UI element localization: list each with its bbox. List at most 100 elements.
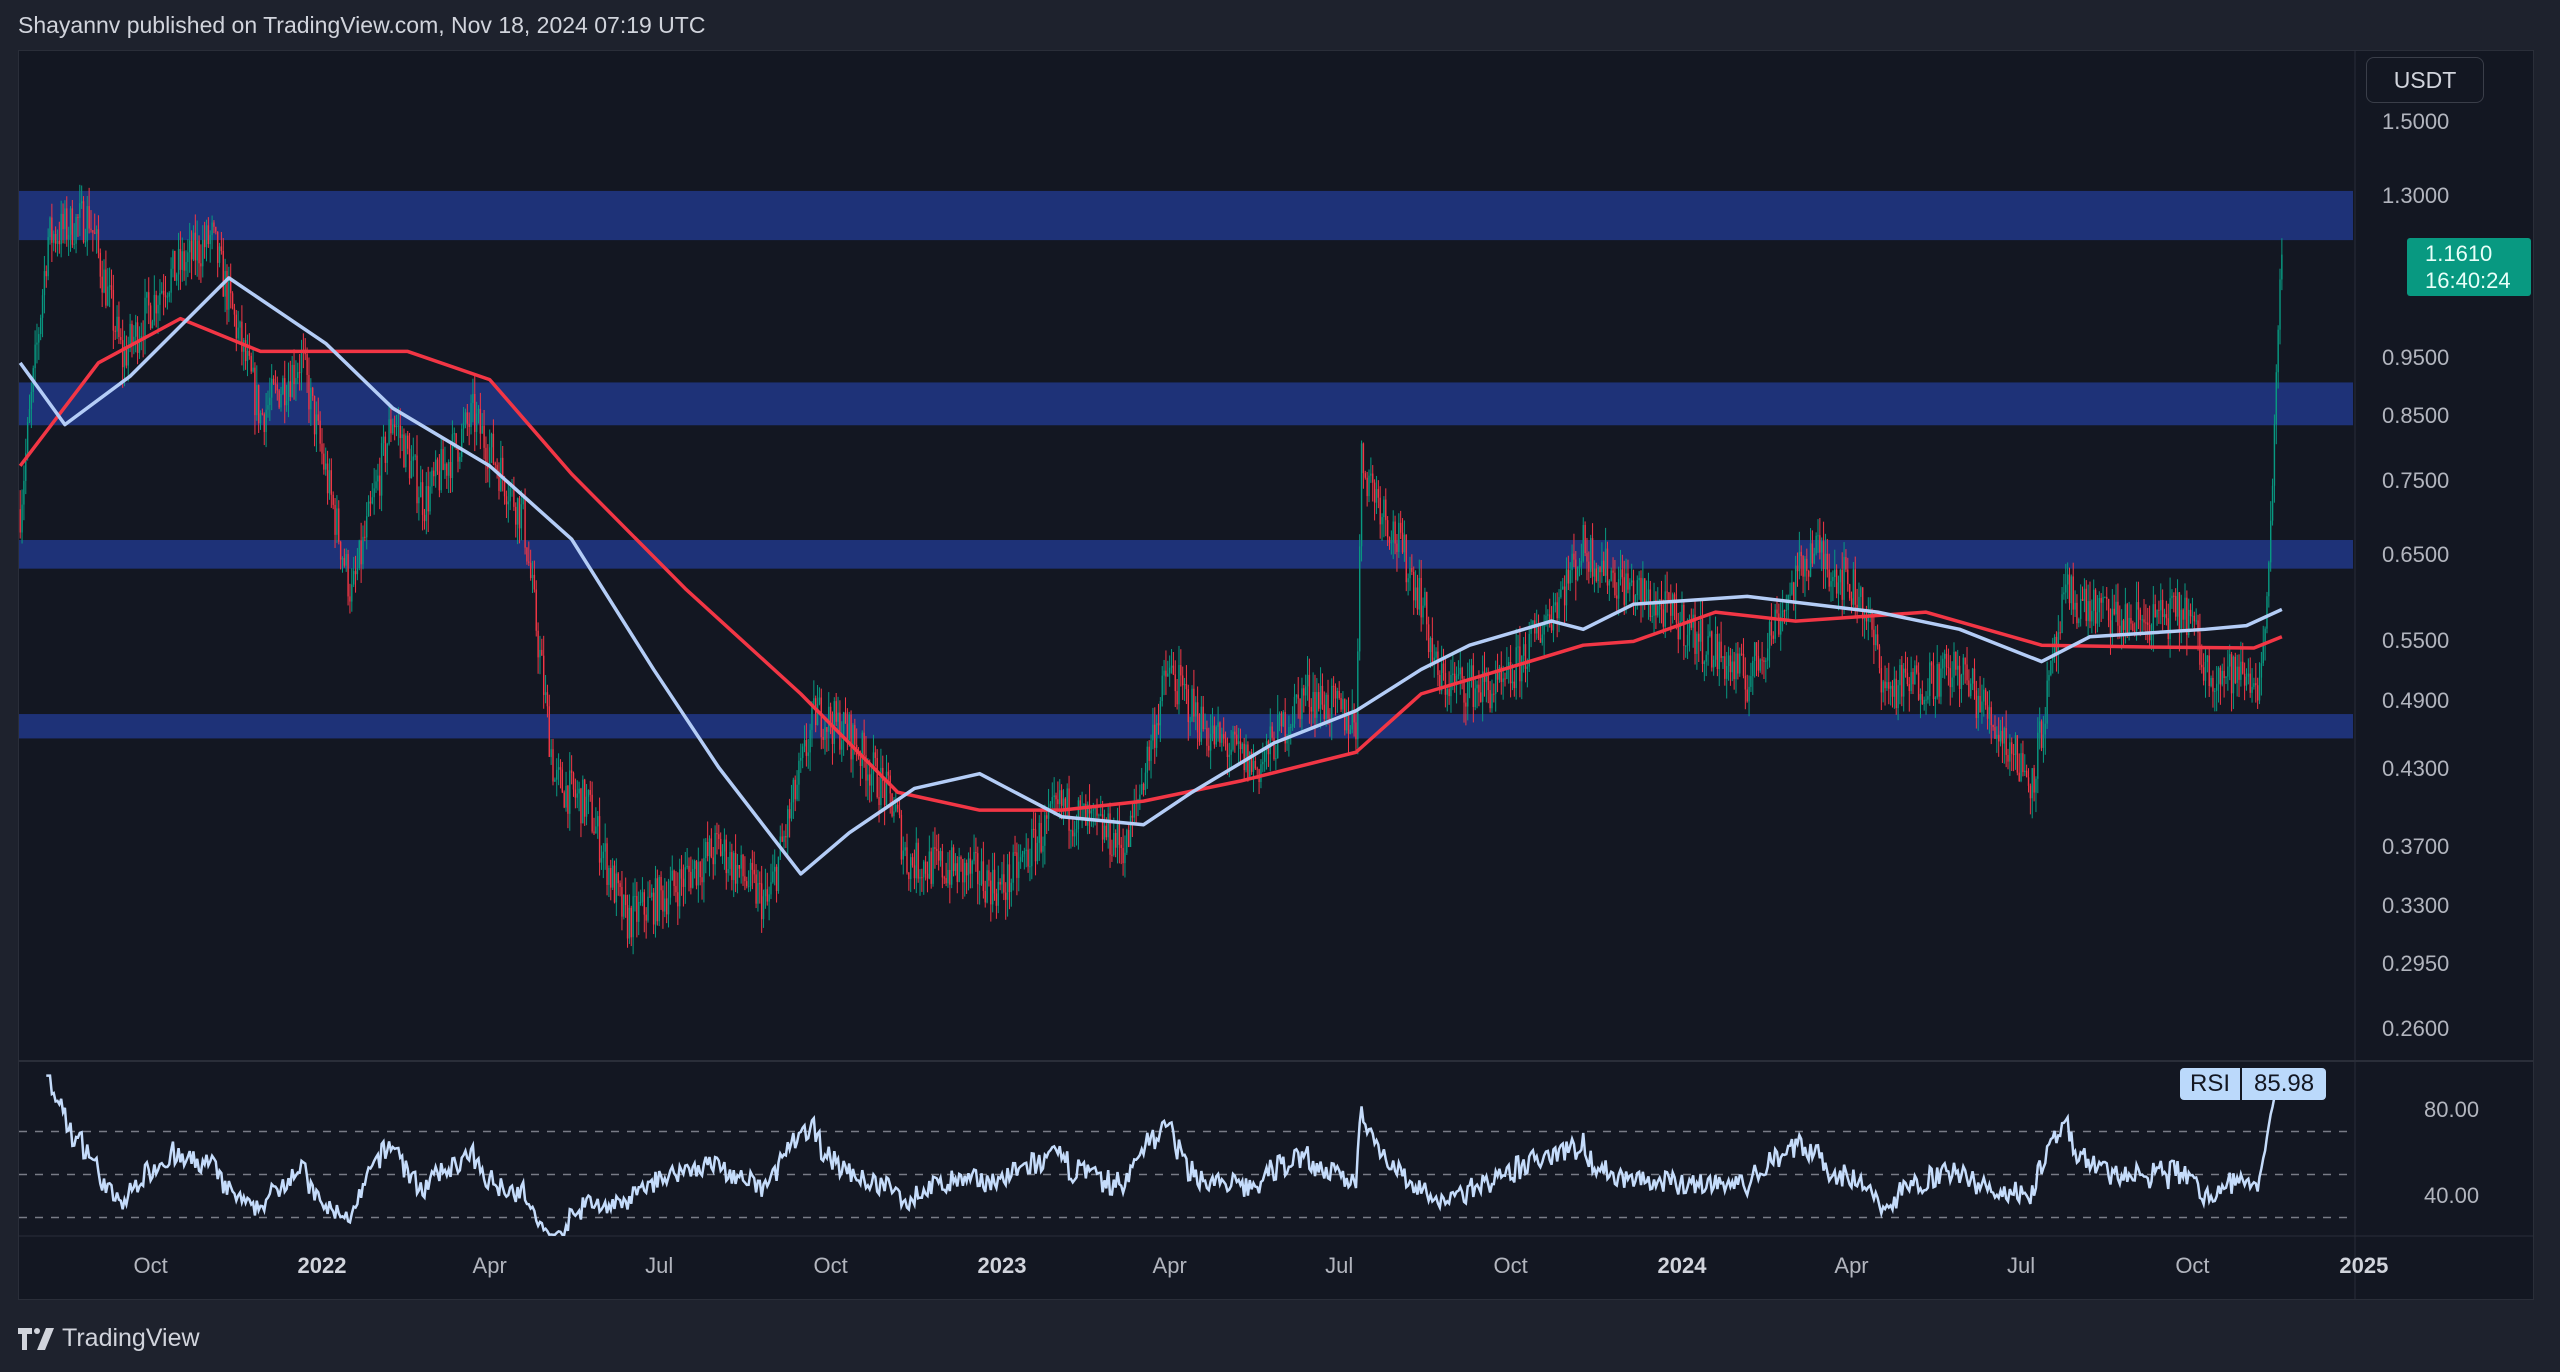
candle	[764, 889, 767, 897]
candle	[1083, 803, 1085, 808]
candle	[816, 704, 819, 725]
candle	[1362, 443, 1365, 474]
candle	[1394, 521, 1396, 544]
candle	[688, 865, 690, 872]
candle	[1012, 852, 1014, 883]
candle	[237, 327, 239, 339]
candle	[153, 294, 156, 322]
candle	[2229, 654, 2231, 667]
candle	[1038, 822, 1040, 843]
candle	[1314, 691, 1316, 718]
candle	[146, 292, 148, 298]
candle	[49, 217, 51, 238]
candle	[108, 285, 111, 287]
candle	[1862, 587, 1864, 620]
candle	[565, 785, 567, 808]
candle	[673, 870, 675, 887]
candle	[2223, 670, 2225, 679]
candle	[759, 883, 761, 885]
candle	[1591, 538, 1594, 577]
candle	[1239, 741, 1242, 750]
candle	[1003, 874, 1005, 893]
candle	[1351, 709, 1353, 730]
candle	[313, 396, 316, 435]
candle	[1388, 537, 1391, 543]
candle	[880, 767, 882, 806]
candle	[1927, 696, 1929, 700]
candle	[678, 869, 681, 907]
candle	[1418, 577, 1421, 610]
candle	[712, 857, 714, 865]
candle	[1511, 681, 1514, 684]
candle	[1772, 635, 1774, 639]
candle	[1059, 790, 1061, 805]
candle	[645, 914, 647, 921]
candle	[1563, 586, 1566, 606]
candle	[1051, 797, 1053, 804]
candle	[97, 229, 100, 253]
candle	[1675, 602, 1678, 623]
candle	[1791, 582, 1793, 595]
candle	[1595, 568, 1597, 582]
rsi-legend[interactable]: RSI 85.98	[2180, 1068, 2327, 1100]
candle	[755, 874, 757, 904]
candle	[1878, 646, 1881, 669]
candle	[1860, 587, 1862, 597]
candle	[591, 794, 593, 832]
candle	[86, 206, 88, 242]
candle	[956, 863, 958, 882]
candle	[675, 886, 677, 893]
candle	[1608, 580, 1611, 586]
candle	[805, 739, 808, 756]
candle	[557, 767, 560, 770]
candle	[79, 203, 81, 218]
candle	[461, 428, 463, 457]
candle	[1742, 653, 1745, 676]
candle	[2068, 574, 2071, 604]
candle	[684, 867, 686, 887]
candle	[1034, 829, 1037, 862]
candle	[2035, 778, 2037, 793]
candle	[183, 251, 185, 271]
candle	[1016, 852, 1018, 878]
candle	[1567, 569, 1570, 584]
candle	[1338, 690, 1340, 698]
candle	[179, 248, 182, 270]
candle	[1528, 633, 1530, 667]
candle	[1664, 591, 1666, 627]
candle	[252, 367, 254, 372]
candle	[1148, 746, 1150, 761]
candle	[1155, 723, 1158, 748]
candle	[1964, 657, 1966, 665]
candle	[1837, 582, 1840, 594]
candle	[256, 385, 258, 416]
candle	[1815, 535, 1817, 554]
candle	[1712, 659, 1715, 668]
candle	[1638, 577, 1640, 581]
chart-frame[interactable]	[18, 50, 2534, 1300]
candle	[719, 838, 722, 856]
candle	[1709, 631, 1711, 637]
currency-button[interactable]: USDT	[2366, 57, 2484, 103]
candle	[1547, 614, 1549, 616]
candle	[1556, 602, 1558, 619]
candle	[809, 729, 811, 753]
candle	[1416, 587, 1419, 610]
candle	[58, 240, 61, 245]
candle	[423, 514, 426, 522]
footer-brand[interactable]: TradingView	[18, 1324, 200, 1353]
candle	[392, 424, 394, 434]
candle	[1331, 685, 1333, 722]
time-axis-label: Oct	[813, 1253, 848, 1278]
time-axis-label: 2023	[977, 1253, 1027, 1278]
candle	[1358, 546, 1361, 652]
candle	[2014, 735, 2017, 755]
candle	[1958, 665, 1961, 690]
candle	[1845, 556, 1847, 570]
candle	[1230, 749, 1232, 755]
candle	[1250, 752, 1253, 772]
candle	[964, 862, 966, 883]
candle	[1957, 665, 1959, 670]
candle	[1679, 621, 1681, 640]
